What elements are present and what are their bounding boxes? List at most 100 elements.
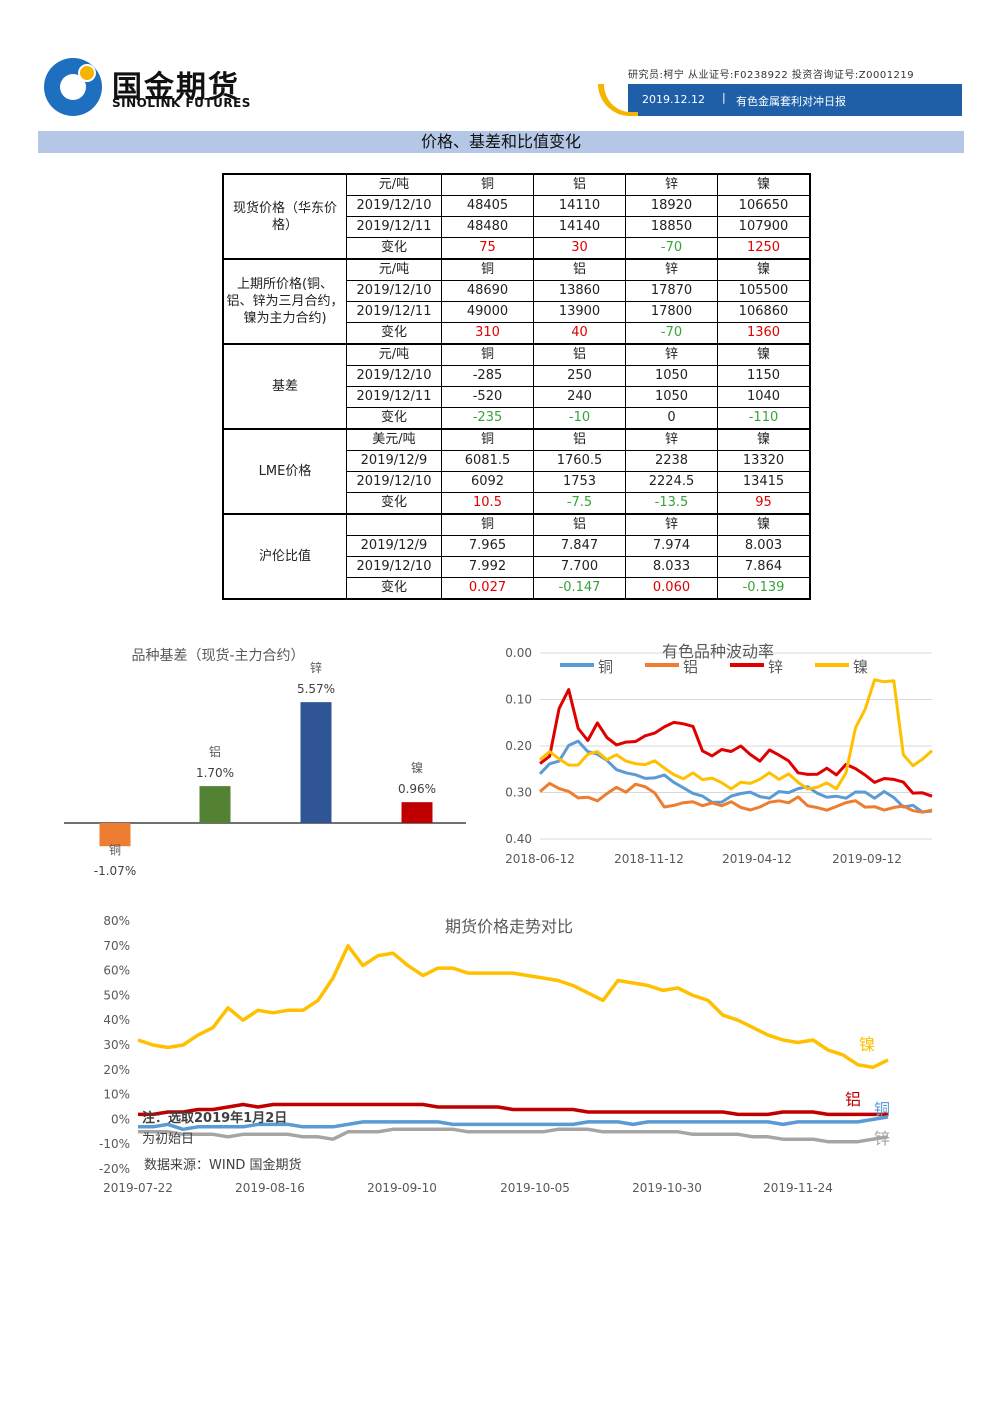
report-separator: |: [722, 91, 726, 104]
table-cell: 40: [533, 322, 626, 345]
bar: [199, 786, 231, 823]
y-tick-label: 50%: [103, 988, 130, 1002]
table-cell: 48480: [441, 216, 534, 238]
table-cell: 铜: [441, 173, 534, 196]
table-row: 2019/12/9 7.965 7.847 7.974 8.003: [223, 535, 811, 557]
y-tick-label: 20%: [103, 1063, 130, 1077]
y-tick-label: 0.00: [505, 646, 532, 660]
table-row: 2019/12/10 48690 13860 17870 105500: [223, 280, 811, 302]
x-tick-label: 2019-11-24: [763, 1181, 833, 1195]
table-row: 现货价格（华东价格） 元/吨铜铝锌镍: [222, 173, 811, 260]
row-label: 2019/12/9: [346, 535, 442, 557]
table-cell: 镍: [717, 428, 811, 451]
table-cell: 2224.5: [625, 471, 718, 493]
table-cell: 锌: [625, 173, 718, 196]
chart-note: 注：选取2019年1月2日: [142, 1110, 287, 1126]
y-tick-label: 30%: [103, 1038, 130, 1052]
row-label: 2019/12/10: [346, 195, 442, 217]
brand-name-en: SINOLINK FUTURES: [112, 96, 251, 110]
table-cell: 镍: [717, 173, 811, 196]
bar-category-label: 锌: [310, 661, 322, 675]
table-cell: 7.700: [533, 556, 626, 578]
row-label: 变化: [346, 237, 442, 260]
table-row: 2019/12/11 48480 14140 18850 107900: [223, 216, 811, 238]
bar: [300, 702, 332, 823]
x-tick-label: 2019-04-12: [722, 852, 792, 866]
table-cell: 铝: [533, 343, 626, 366]
table-cell: 106650: [717, 195, 811, 217]
table-cell: 10.5: [441, 492, 534, 515]
row-label: 2019/12/10: [346, 471, 442, 493]
analyst-info: 研究员:柯宁 从业证号:F0238922 投资咨询证号:Z0001219: [628, 70, 915, 81]
table-cell: 0: [625, 407, 718, 430]
table-cell: 13320: [717, 450, 811, 472]
x-tick-label: 2019-10-05: [500, 1181, 570, 1195]
section-title: 价格、基差和比值变化: [38, 131, 964, 153]
table-cell: 铜: [441, 513, 534, 536]
table-cell: 13860: [533, 280, 626, 302]
bar-value-label: 0.96%: [398, 782, 436, 796]
row-label: 变化: [346, 492, 442, 515]
y-tick-label: 0.10: [505, 693, 532, 707]
bar-category-label: 铜: [109, 842, 121, 857]
report-bar: 2019.12.12 | 有色金属套利对冲日报: [598, 84, 962, 116]
table-cell: 7.965: [441, 535, 534, 557]
table-cell: 1753: [533, 471, 626, 493]
legend-label: 镍: [853, 658, 868, 676]
table-cell: -70: [625, 237, 718, 260]
data-source: 数据来源：WIND 国金期货: [144, 1157, 302, 1173]
legend-label: 铝: [683, 658, 698, 676]
table-cell: 7.847: [533, 535, 626, 557]
y-tick-label: 40%: [103, 1013, 130, 1027]
table-cell: 95: [717, 492, 811, 515]
table-cell: 2238: [625, 450, 718, 472]
row-label: 2019/12/11: [346, 301, 442, 323]
table-cell: 75: [441, 237, 534, 260]
table-cell: -7.5: [533, 492, 626, 515]
table-cell: -10: [533, 407, 626, 430]
table-cell: 250: [533, 365, 626, 387]
table-cell: 0.060: [625, 577, 718, 600]
table-cell: 49000: [441, 301, 534, 323]
volatility-line-chart: 0.00 0.10 0.20 0.30 0.40 2018-06-12 2018-11-12…: [505, 642, 934, 866]
x-tick-label: 2019-07-22: [103, 1181, 173, 1195]
table-cell: 6092: [441, 471, 534, 493]
table-cell: 镍: [717, 258, 811, 281]
table-cell: -0.139: [717, 577, 811, 600]
x-tick-label: 2019-08-16: [235, 1181, 305, 1195]
table-cell: 铜: [441, 258, 534, 281]
table-cell: -235: [441, 407, 534, 430]
table-row: 上期所价格(铜、铝、锌为三月合约，镍为主力合约) 元/吨铜铝锌镍: [222, 258, 811, 345]
y-tick-label: 0.40: [505, 832, 532, 846]
x-tick-label: 2019-10-30: [632, 1181, 702, 1195]
table-cell: -70: [625, 322, 718, 345]
table-cell: 铝: [533, 513, 626, 536]
bar-category-label: 镍: [411, 761, 423, 775]
table-cell: 铝: [533, 428, 626, 451]
table-row: 变化 -235 -10 0 -110: [223, 407, 811, 430]
series-line: [138, 1115, 889, 1132]
logo-icon: [44, 58, 102, 116]
table-row: 2019/12/9 6081.5 1760.5 2238 13320: [223, 450, 811, 472]
row-label: 2019/12/9: [346, 450, 442, 472]
bar-category-label: 铝: [209, 744, 221, 759]
table-cell: 铝: [533, 258, 626, 281]
table-cell: 锌: [625, 258, 718, 281]
table-cell: 30: [533, 237, 626, 260]
series-end-label: 铜: [874, 1100, 890, 1119]
table-row: 2019/12/10 6092 1753 2224.5 13415: [223, 471, 811, 493]
series-end-label: 铝: [845, 1090, 861, 1109]
table-cell: -13.5: [625, 492, 718, 515]
table-cell: 镍: [717, 343, 811, 366]
table-cell: 镍: [717, 513, 811, 536]
table-cell: 13900: [533, 301, 626, 323]
chart-note: 为初始日: [142, 1132, 194, 1147]
row-label: 元/吨: [346, 343, 442, 366]
table-cell: 7.864: [717, 556, 811, 578]
row-label: 2019/12/10: [346, 365, 442, 387]
table-row: 2019/12/11 -520 240 1050 1040: [223, 386, 811, 408]
chart-title: 期货价格走势对比: [445, 917, 573, 936]
table-cell: 7.974: [625, 535, 718, 557]
table-cell: 8.033: [625, 556, 718, 578]
table-cell: 1050: [625, 365, 718, 387]
